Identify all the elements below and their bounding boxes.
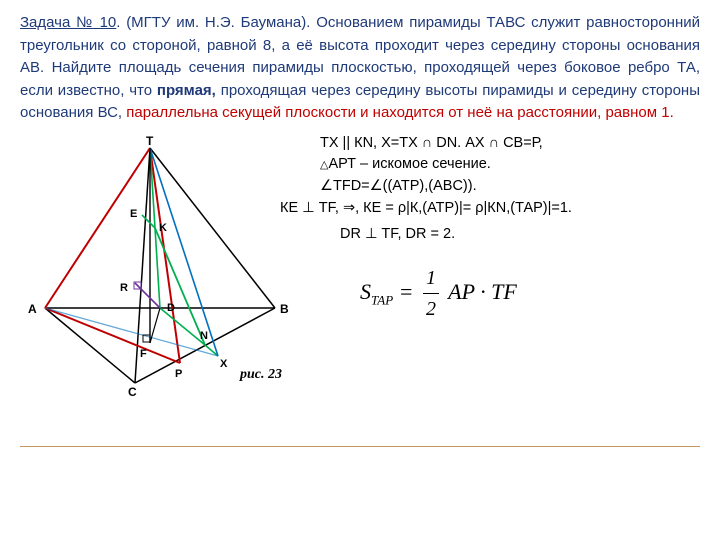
math-text: ТХ || КN, X=TX ∩ DN. АХ ∩ СВ=Р, △АРТ – и… bbox=[320, 133, 700, 418]
svg-text:P: P bbox=[175, 368, 182, 380]
problem-text: Задача № 10. (МГТУ им. Н.Э. Баумана). Ос… bbox=[20, 12, 700, 125]
math-line1: ТХ || КN, X=TX ∩ DN. АХ ∩ СВ=Р, bbox=[320, 133, 700, 155]
svg-text:A: A bbox=[28, 302, 37, 316]
problem-red1: параллельна секущей плоскости и находитс… bbox=[126, 104, 674, 121]
svg-text:B: B bbox=[280, 302, 289, 316]
svg-text:C: C bbox=[128, 385, 137, 399]
problem-source: . (МГТУ им. Н.Э. Баумана). bbox=[116, 14, 316, 31]
footer-rule bbox=[20, 446, 700, 447]
math-line2: △АРТ – искомое сечение. bbox=[320, 154, 700, 176]
svg-text:K: K bbox=[159, 222, 167, 234]
svg-text:D: D bbox=[167, 302, 175, 314]
math-line4: КЕ ⊥ ТF, ⇒, КЕ = ρ|К,(АТР)|= ρ|КN,(ТАР)|… bbox=[280, 198, 700, 220]
figure-label: рис. 23 bbox=[239, 367, 282, 382]
pyramid-diagram: T A B C D K E R F N P X рис. 23 bbox=[20, 133, 320, 418]
svg-text:T: T bbox=[146, 134, 154, 148]
svg-text:E: E bbox=[130, 208, 137, 220]
problem-bold1: прямая, bbox=[157, 82, 216, 99]
svg-text:N: N bbox=[200, 330, 208, 342]
math-line5: DR ⊥ TF, DR = 2. bbox=[340, 224, 700, 246]
problem-title: Задача № 10 bbox=[20, 14, 116, 31]
svg-text:X: X bbox=[220, 358, 228, 370]
svg-text:R: R bbox=[120, 282, 128, 294]
math-line3: ∠TFD=∠((ATP),(ABC)). bbox=[320, 176, 700, 198]
area-formula: STAP = 1 2 AP · TF bbox=[360, 263, 700, 324]
svg-text:F: F bbox=[140, 348, 147, 360]
